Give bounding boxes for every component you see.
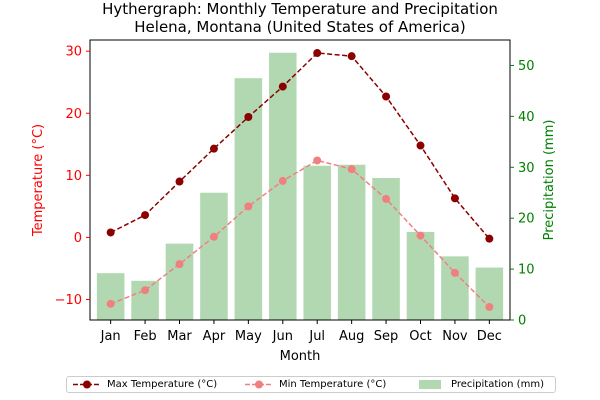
point-min-temperature-c-nov xyxy=(450,268,459,277)
temperature-lines xyxy=(106,49,494,311)
point-max-temperature-c-jul xyxy=(313,49,322,58)
point-min-temperature-c-apr xyxy=(209,232,218,241)
y-left-tick-label: 0 xyxy=(74,231,82,246)
precip-bar-mar xyxy=(165,243,194,320)
y-axis-left: −10 0 10 20 30 xyxy=(55,45,90,308)
point-min-temperature-c-jul xyxy=(313,156,322,165)
point-max-temperature-c-dec xyxy=(485,234,494,243)
x-axis: Jan Feb Mar Apr May Jun Jul Aug Sep Oct Nov Dec xyxy=(100,320,502,344)
point-max-temperature-c-sep xyxy=(382,92,391,101)
legend-label-max-temp: Max Temperature (°C) xyxy=(107,379,218,390)
precip-bar-dec xyxy=(475,267,504,320)
x-tick-label: Feb xyxy=(134,329,157,344)
y-left-tick-label: 10 xyxy=(65,169,82,184)
legend-swatch-precipitation xyxy=(417,377,445,392)
y-right-tick-label: 50 xyxy=(518,59,535,74)
point-min-temperature-c-feb xyxy=(141,286,150,295)
precip-bar-jan xyxy=(96,273,125,320)
line-max-temperature-c xyxy=(110,52,490,240)
point-min-temperature-c-jun xyxy=(278,176,287,185)
y-right-tick-label: 20 xyxy=(518,212,535,227)
y-right-tick-label: 30 xyxy=(518,161,535,176)
y-left-tick-label: 30 xyxy=(65,45,82,60)
x-axis-label: Month xyxy=(280,349,321,364)
point-max-temperature-c-jun xyxy=(278,82,287,91)
x-tick-label: Aug xyxy=(339,329,364,344)
point-max-temperature-c-apr xyxy=(209,144,218,153)
legend-label-precipitation: Precipitation (mm) xyxy=(451,379,544,390)
legend-item-precipitation: Precipitation (mm) xyxy=(417,377,544,392)
precip-bar-jun xyxy=(269,52,297,321)
line-min-temperature-c xyxy=(110,159,490,308)
x-tick-label: Nov xyxy=(442,329,468,344)
legend: Max Temperature (°C) Min Temperature (°C… xyxy=(66,376,556,393)
point-max-temperature-c-may xyxy=(244,112,253,121)
x-tick-label: Sep xyxy=(374,329,399,344)
point-max-temperature-c-aug xyxy=(347,52,356,61)
x-tick-label: Dec xyxy=(477,329,502,344)
y-left-tick-label: −10 xyxy=(55,293,82,308)
y-axis-right: 0 10 20 30 40 50 xyxy=(510,59,535,329)
legend-swatch-max-temp xyxy=(73,377,101,392)
x-tick-label: Jun xyxy=(272,329,293,344)
y-right-tick-label: 0 xyxy=(518,314,526,329)
legend-swatch-min-temp xyxy=(245,377,273,392)
y-axis-left-label: Temperature (°C) xyxy=(31,124,46,237)
x-tick-label: Apr xyxy=(203,329,226,344)
precip-bar-aug xyxy=(337,164,366,320)
point-min-temperature-c-jan xyxy=(106,299,115,308)
plot-frame xyxy=(89,39,511,321)
point-max-temperature-c-jan xyxy=(106,228,115,237)
point-min-temperature-c-sep xyxy=(382,194,391,203)
y-axis-right-label: Precipitation (mm) xyxy=(542,120,557,241)
y-right-tick-label: 10 xyxy=(518,263,535,278)
precip-bar-apr xyxy=(200,192,228,320)
x-tick-label: Mar xyxy=(167,329,192,344)
point-min-temperature-c-may xyxy=(244,202,253,211)
precip-bar-jul xyxy=(303,165,331,320)
point-min-temperature-c-mar xyxy=(175,260,184,269)
x-tick-label: Oct xyxy=(409,329,431,344)
legend-label-min-temp: Min Temperature (°C) xyxy=(279,379,387,390)
x-tick-label: Jan xyxy=(100,329,121,344)
point-min-temperature-c-aug xyxy=(347,165,356,174)
point-max-temperature-c-nov xyxy=(450,194,459,203)
legend-item-min-temp: Min Temperature (°C) xyxy=(245,377,386,392)
y-left-tick-label: 20 xyxy=(65,107,82,122)
x-tick-label: Jul xyxy=(308,329,325,344)
point-max-temperature-c-feb xyxy=(141,211,150,220)
x-tick-label: May xyxy=(235,329,262,344)
precip-bar-nov xyxy=(441,256,469,320)
precipitation-bars xyxy=(96,52,504,321)
chart-title: Hythergraph: Monthly Temperature and Pre… xyxy=(102,0,498,18)
y-right-tick-label: 40 xyxy=(518,110,535,125)
point-min-temperature-c-dec xyxy=(485,302,494,311)
point-max-temperature-c-mar xyxy=(175,177,184,186)
point-max-temperature-c-oct xyxy=(416,141,425,150)
legend-item-max-temp: Max Temperature (°C) xyxy=(73,377,217,392)
chart-subtitle: Helena, Montana (United States of Americ… xyxy=(134,18,465,36)
point-min-temperature-c-oct xyxy=(416,231,425,240)
